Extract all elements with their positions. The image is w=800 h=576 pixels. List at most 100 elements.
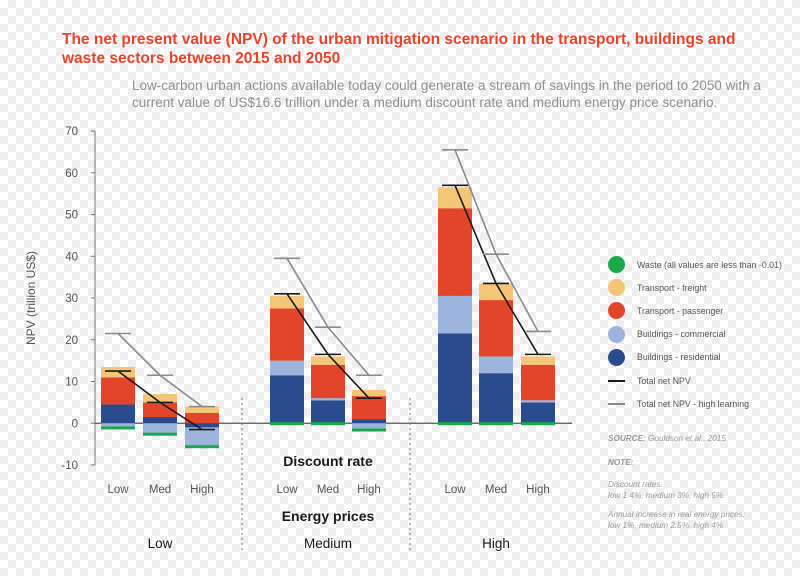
energy-prices-label: Energy prices [282,508,375,524]
legend-color-swatch [608,348,625,366]
legend-item: Buildings - commercial [608,323,798,346]
bar-segment-transport-2 [185,406,219,413]
discount-note: Discount rates: low 1.4%, medium 3%, high… [608,480,798,501]
bar-segment-transport-4 [311,364,345,399]
legend-label: Buildings - residential [637,352,721,363]
bar-segment-buildings-0 [101,423,135,428]
bar-segment-waste-8 [521,422,555,426]
category-label-2: High [190,484,214,496]
legend-color-swatch [608,279,625,297]
energy-heading: Annual increase in real energy prices: [608,510,745,519]
discount-rate-label: Discount rate [283,453,373,469]
discount-heading: Discount rates: [608,480,663,489]
bar-segment-waste-5 [352,428,386,432]
bar-segment-waste-4 [311,422,345,426]
category-label-6: Low [444,484,466,496]
category-label-7: Med [485,484,507,496]
group-label-2: High [482,536,510,551]
legend-line-swatch [608,379,625,382]
y-tick-label-1: 60 [65,168,78,180]
bar-segment-waste-3 [270,422,304,426]
group-label-1: Medium [304,536,352,551]
category-label-8: High [526,484,550,496]
source-text: Gouldson et al., 2015 [648,434,726,443]
bar-segment-waste-7 [479,422,513,426]
source-line: SOURCE: Gouldson et al., 2015 [608,434,798,445]
y-tick-label-7: 0 [72,418,78,430]
y-tick-label-5: 20 [65,335,78,347]
bar-segment-buildings-3 [270,360,304,376]
y-tick-label-4: 30 [65,293,78,305]
bar-segment-transport-6 [438,208,472,296]
total-net-npv-high-learning-line-group-1 [286,257,370,376]
legend-item: Buildings - residential [608,346,798,369]
legend-item: Total net NPV [608,369,798,392]
legend-item: Transport - passenger [608,299,798,322]
legend-label: Transport - freight [637,282,707,293]
bar-segment-buildings-5 [352,419,386,424]
category-label-0: Low [107,484,129,496]
category-label-4: Med [317,484,339,496]
legend-color-swatch [608,325,625,343]
notes: SOURCE: Gouldson et al., 2015 NOTE: Disc… [608,434,798,540]
bar-segment-buildings-6 [438,295,472,334]
category-label-1: Med [149,484,171,496]
bar-segment-buildings-8 [521,402,555,424]
energy-note: Annual increase in real energy prices: lo… [608,510,798,531]
bar-segment-transport-1 [143,394,177,403]
energy-text: low 1%, medium 2.5%, high 4% [608,520,724,530]
y-tick-label-8: -10 [61,460,78,472]
bar-segment-waste-6 [438,422,472,426]
bar-segment-buildings-7 [479,356,513,374]
bar-segment-buildings-4 [311,400,345,424]
line-layer [105,148,551,431]
legend-label: Waste (all values are less than -0.01) [637,259,782,270]
label-layer: 70 60 50 40 30 20 10 0 -10 NPV (trillion US$) Low M… [24,126,550,551]
bar-segment-transport-5 [352,396,386,420]
bar-segment-transport-7 [479,300,513,357]
bar-segment-buildings-2 [185,423,219,428]
y-tick-label-2: 50 [65,210,78,222]
bar-segment-transport-3 [270,295,304,309]
bar-segment-buildings-7 [479,373,513,424]
group-label-0: Low [148,536,173,551]
bar-segment-transport-2 [185,412,219,424]
bar-segment-waste-1 [143,432,177,436]
legend-label: Total net NPV - high learning [637,398,749,409]
legend-color-swatch [608,302,625,320]
total-net-npv-high-learning-line-group-2 [454,149,539,332]
bar-segment-transport-0 [101,366,135,378]
bar-segment-buildings-4 [311,398,345,401]
chart-title: The net present value (NPV) of the urban… [62,31,736,67]
bar-segment-buildings-8 [521,400,555,403]
bar-segment-transport-3 [270,308,304,361]
bar-segment-transport-4 [311,356,345,365]
legend-label: Buildings - commercial [637,329,726,340]
legend-item: Total net NPV - high learning [608,392,798,415]
total-net-npv-high-learning-line-group-0 [117,332,203,408]
discount-text: low 1.4%, medium 3%, high 5%. [608,490,726,500]
total-net-npv-line-group-2 [454,184,539,355]
y-axis-title: NPV (trillion US$) [24,251,38,345]
bar-segment-buildings-3 [270,375,304,424]
bar-segment-waste-2 [185,445,219,449]
bar-segment-buildings-2 [185,427,219,447]
bar-segment-buildings-1 [143,423,177,434]
bar-segment-buildings-1 [143,416,177,424]
bar-segment-transport-8 [521,364,555,401]
bar-layer [101,187,555,449]
legend-label: Transport - passenger [637,305,724,316]
y-tick-label-0: 70 [65,126,78,138]
legend: Waste (all values are less than -0.01) Tr… [608,253,798,415]
bar-segment-transport-5 [352,389,386,397]
total-net-npv-line-group-1 [286,293,370,399]
legend-label: Total net NPV [637,375,691,386]
y-tick-label-3: 40 [65,251,78,263]
category-label-3: Low [276,484,298,496]
bar-segment-transport-8 [521,356,555,365]
bar-segment-buildings-5 [352,423,386,430]
legend-item: Waste (all values are less than -0.01) [608,253,798,276]
bar-segment-transport-7 [479,283,513,301]
bar-segment-transport-1 [143,402,177,417]
